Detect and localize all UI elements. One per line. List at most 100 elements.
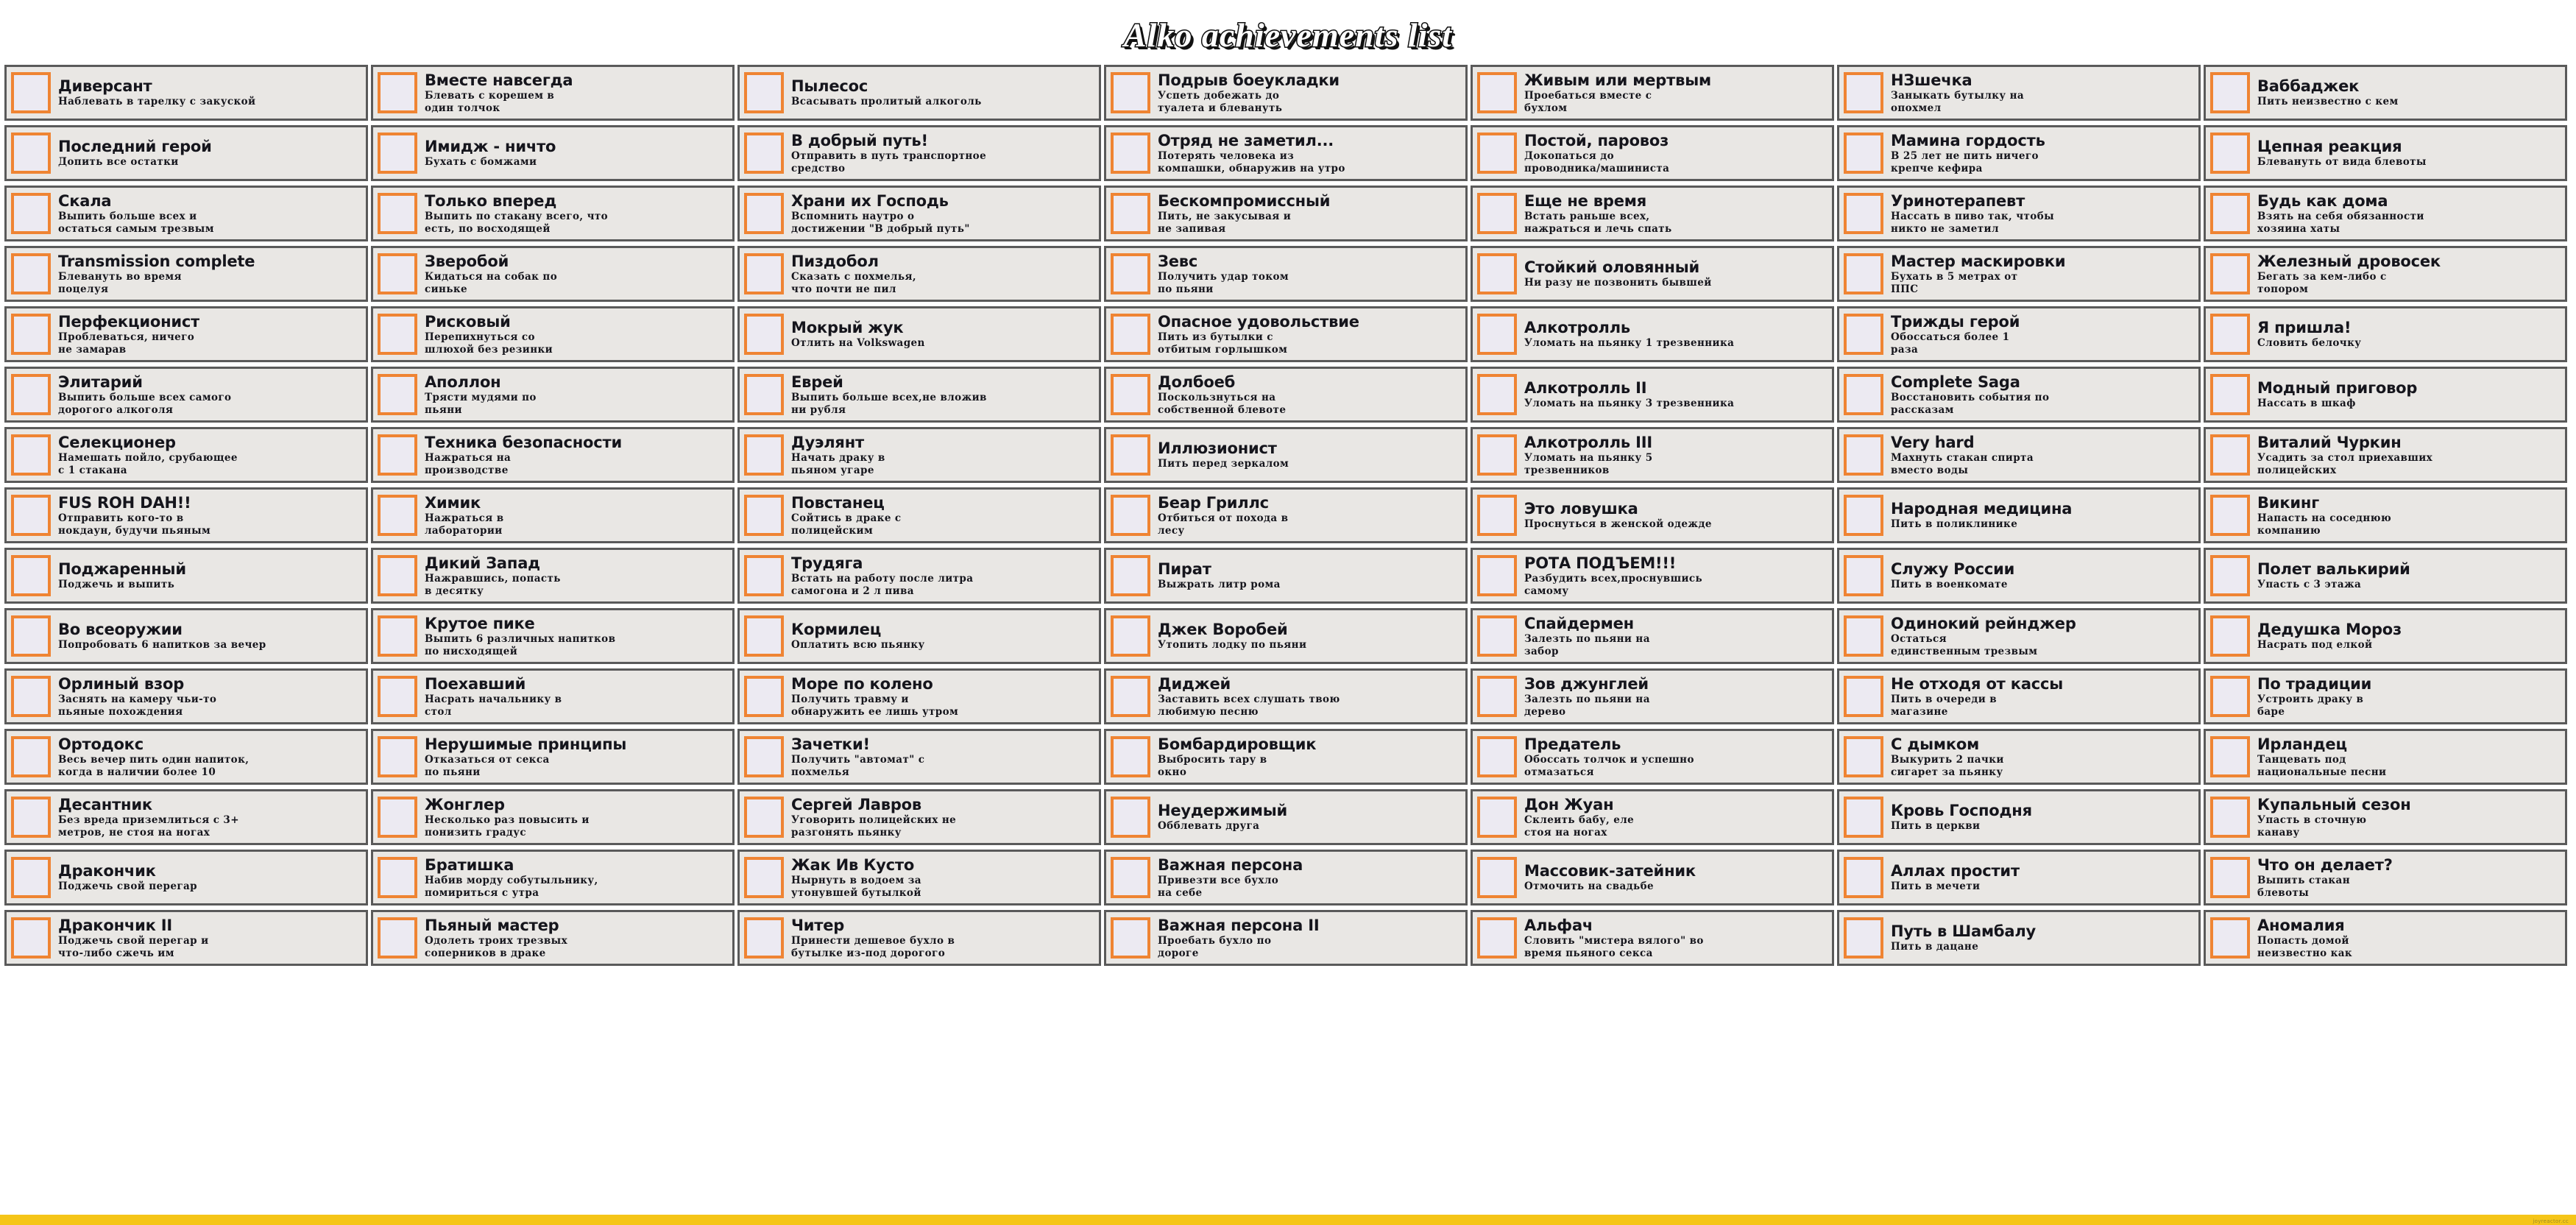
achievement-card[interactable]: Крутое пике Выпить 6 различных напитков п…	[371, 608, 735, 664]
achievement-card[interactable]: Пиздобол Сказать с похмелья, что почти не…	[737, 246, 1101, 302]
achievement-card[interactable]: Это ловушка Проснуться в женской одежде	[1471, 487, 1834, 543]
achievement-card[interactable]: Пылесос Всасывать пролитый алкоголь	[737, 65, 1101, 121]
achievement-card[interactable]: Отряд не заметил... Потерять человека из …	[1104, 125, 1468, 181]
achievement-card[interactable]: Подрыв боеукладки Успеть добежать до туал…	[1104, 65, 1468, 121]
achievement-card[interactable]: Живым или мертвым Проебаться вместе с бух…	[1471, 65, 1834, 121]
achievement-card[interactable]: Повстанец Сойтись в драке с полицейским	[737, 487, 1101, 543]
achievement-card[interactable]: Бомбардировщик Выбросить тару в окно	[1104, 729, 1468, 785]
achievement-card[interactable]: По традиции Устроить драку в баре	[2204, 668, 2567, 724]
achievement-card[interactable]: Диджей Заставить всех слушать твою любиму…	[1104, 668, 1468, 724]
achievement-card[interactable]: Сергей Лавров Уговорить полицейских не ра…	[737, 789, 1101, 845]
achievement-card[interactable]: FUS ROH DAH!! Отправить кого-то в нокдаун…	[4, 487, 368, 543]
achievement-card[interactable]: Техника безопасности Нажраться на произво…	[371, 427, 735, 483]
achievement-card[interactable]: Виталий Чуркин Усадить за стол приехавших…	[2204, 427, 2567, 483]
achievement-card[interactable]: Иллюзионист Пить перед зеркалом	[1104, 427, 1468, 483]
achievement-card[interactable]: Дедушка Мороз Насрать под елкой	[2204, 608, 2567, 664]
achievement-card[interactable]: Опасное удовольствие Пить из бутылки с от…	[1104, 306, 1468, 362]
achievement-card[interactable]: Викинг Напасть на соседнюю компанию	[2204, 487, 2567, 543]
achievement-card[interactable]: Трудяга Встать на работу после литра само…	[737, 548, 1101, 604]
achievement-card[interactable]: Ирландец Танцевать под национальные песни	[2204, 729, 2567, 785]
achievement-card[interactable]: Селекционер Намешать пойло, срубающее с 1…	[4, 427, 368, 483]
achievement-card[interactable]: Зверобой Кидаться на собак по синьке	[371, 246, 735, 302]
achievement-card[interactable]: Зевс Получить удар током по пьяни	[1104, 246, 1468, 302]
achievement-card[interactable]: Трижды герой Обоссаться более 1 раза	[1837, 306, 2201, 362]
achievement-card[interactable]: Ортодокс Весь вечер пить один напиток, ко…	[4, 729, 368, 785]
achievement-card[interactable]: Я пришла! Словить белочку	[2204, 306, 2567, 362]
achievement-card[interactable]: Алкотролль Уломать на пьянку 1 трезвенник…	[1471, 306, 1834, 362]
achievement-card[interactable]: Элитарий Выпить больше всех самого дорого…	[4, 367, 368, 423]
achievement-card[interactable]: Жонглер Несколько раз повысить и понизить…	[371, 789, 735, 845]
achievement-card[interactable]: Кровь Господня Пить в церкви	[1837, 789, 2201, 845]
achievement-card[interactable]: Дракончик II Поджечь свой перегар и что-л…	[4, 910, 368, 966]
achievement-card[interactable]: Джек Воробей Утопить лодку по пьяни	[1104, 608, 1468, 664]
achievement-card[interactable]: Поехавший Насрать начальнику в стол	[371, 668, 735, 724]
achievement-card[interactable]: Имидж - ничто Бухать с бомжами	[371, 125, 735, 181]
achievement-card[interactable]: Дикий Запад Нажравшись, попасть в десятку	[371, 548, 735, 604]
achievement-card[interactable]: Только вперед Выпить по стакану всего, чт…	[371, 186, 735, 241]
achievement-card[interactable]: Дракончик Поджечь свой перегар	[4, 850, 368, 905]
achievement-card[interactable]: Постой, паровоз Докопаться до проводника/…	[1471, 125, 1834, 181]
achievement-card[interactable]: Пьяный мастер Одолеть троих трезвых сопер…	[371, 910, 735, 966]
achievement-card[interactable]: Не отходя от кассы Пить в очереди в магаз…	[1837, 668, 2201, 724]
achievement-card[interactable]: Мастер маскировки Бухать в 5 метрах от ПП…	[1837, 246, 2201, 302]
achievement-card[interactable]: Аномалия Попасть домой неизвестно как	[2204, 910, 2567, 966]
achievement-card[interactable]: Поджаренный Поджечь и выпить	[4, 548, 368, 604]
achievement-card[interactable]: Уринотерапевт Нассать в пиво так, чтобы н…	[1837, 186, 2201, 241]
achievement-card[interactable]: Алкотролль II Уломать на пьянку 3 трезвен…	[1471, 367, 1834, 423]
achievement-card[interactable]: Еще не время Встать раньше всех, нажратьс…	[1471, 186, 1834, 241]
achievement-card[interactable]: Химик Нажраться в лаборатории	[371, 487, 735, 543]
achievement-card[interactable]: Модный приговор Нассать в шкаф	[2204, 367, 2567, 423]
achievement-card[interactable]: Железный дровосек Бегать за кем-либо с то…	[2204, 246, 2567, 302]
achievement-card[interactable]: Very hard Махнуть стакан спирта вместо во…	[1837, 427, 2201, 483]
achievement-card[interactable]: Храни их Господь Вспомнить наутро о дости…	[737, 186, 1101, 241]
achievement-card[interactable]: Перфекционист Проблеваться, ничего не зам…	[4, 306, 368, 362]
achievement-card[interactable]: Будь как дома Взять на себя обязанности х…	[2204, 186, 2567, 241]
achievement-card[interactable]: Скала Выпить больше всех и остаться самым…	[4, 186, 368, 241]
achievement-card[interactable]: Десантник Без вреда приземлиться с 3+ мет…	[4, 789, 368, 845]
achievement-card[interactable]: Спайдермен Залезть по пьяни на забор	[1471, 608, 1834, 664]
achievement-card[interactable]: Путь в Шамбалу Пить в дацане	[1837, 910, 2201, 966]
achievement-card[interactable]: Неудержимый Обблевать друга	[1104, 789, 1468, 845]
achievement-card[interactable]: Полет валькирий Упасть с 3 этажа	[2204, 548, 2567, 604]
achievement-card[interactable]: Мамина гордость В 25 лет не пить ничего к…	[1837, 125, 2201, 181]
achievement-card[interactable]: Диверсант Наблевать в тарелку с закуской	[4, 65, 368, 121]
achievement-card[interactable]: Нерушимые принципы Отказаться от секса по…	[371, 729, 735, 785]
achievement-card[interactable]: Ваббаджек Пить неизвестно с кем	[2204, 65, 2567, 121]
achievement-card[interactable]: Кормилец Оплатить всю пьянку	[737, 608, 1101, 664]
achievement-card[interactable]: Зов джунглей Залезть по пьяни на дерево	[1471, 668, 1834, 724]
achievement-card[interactable]: В добрый путь! Отправить в путь транспорт…	[737, 125, 1101, 181]
achievement-card[interactable]: Служу России Пить в военкомате	[1837, 548, 2201, 604]
achievement-card[interactable]: Еврей Выпить больше всех,не вложив ни руб…	[737, 367, 1101, 423]
achievement-card[interactable]: Аполлон Трясти мудями по пьяни	[371, 367, 735, 423]
achievement-card[interactable]: Бескомпромиссный Пить, не закусывая и не …	[1104, 186, 1468, 241]
achievement-card[interactable]: Дон Жуан Склеить бабу, еле стоя на ногах	[1471, 789, 1834, 845]
achievement-card[interactable]: Беар Гриллс Отбиться от похода в лесу	[1104, 487, 1468, 543]
achievement-card[interactable]: Альфач Словить "мистера вялого" во время …	[1471, 910, 1834, 966]
achievement-card[interactable]: Важная персона Привезти все бухло на себе	[1104, 850, 1468, 905]
achievement-card[interactable]: Дуэлянт Начать драку в пьяном угаре	[737, 427, 1101, 483]
achievement-card[interactable]: Transmission complete Блевануть во время …	[4, 246, 368, 302]
achievement-card[interactable]: С дымком Выкурить 2 пачки сигарет за пьян…	[1837, 729, 2201, 785]
achievement-card[interactable]: Массовик-затейник Отмочить на свадьбе	[1471, 850, 1834, 905]
achievement-card[interactable]: Мокрый жук Отлить на Volkswagen	[737, 306, 1101, 362]
achievement-card[interactable]: Важная персона II Проебать бухло по дорог…	[1104, 910, 1468, 966]
achievement-card[interactable]: Пират Выжрать литр рома	[1104, 548, 1468, 604]
achievement-card[interactable]: Предатель Обоссать толчок и успешно отмаз…	[1471, 729, 1834, 785]
achievement-card[interactable]: Алкотролль III Уломать на пьянку 5 трезве…	[1471, 427, 1834, 483]
achievement-card[interactable]: Жак Ив Кусто Нырнуть в водоем за утонувше…	[737, 850, 1101, 905]
achievement-card[interactable]: Братишка Набив морду собутыльнику, помири…	[371, 850, 735, 905]
achievement-card[interactable]: Читер Принести дешевое бухло в бутылке из…	[737, 910, 1101, 966]
achievement-card[interactable]: Одинокий рейнджер Остаться единственным т…	[1837, 608, 2201, 664]
achievement-card[interactable]: Рисковый Перепихнуться со шлюхой без рези…	[371, 306, 735, 362]
achievement-card[interactable]: Орлиный взор Заснять на камеру чьи-то пья…	[4, 668, 368, 724]
achievement-card[interactable]: Что он делает? Выпить стакан блевоты	[2204, 850, 2567, 905]
achievement-card[interactable]: НЗшечка Заныкать бутылку на опохмел	[1837, 65, 2201, 121]
achievement-card[interactable]: Море по колено Получить травму и обнаружи…	[737, 668, 1101, 724]
achievement-card[interactable]: РОТА ПОДЪЕМ!!! Разбудить всех,проснувшись…	[1471, 548, 1834, 604]
achievement-card[interactable]: Народная медицина Пить в поликлинике	[1837, 487, 2201, 543]
achievement-card[interactable]: Во всеоружии Попробовать 6 напитков за ве…	[4, 608, 368, 664]
achievement-card[interactable]: Вместе навсегда Блевать с корешем в один …	[371, 65, 735, 121]
achievement-card[interactable]: Долбоеб Поскользнуться на собственной бле…	[1104, 367, 1468, 423]
achievement-card[interactable]: Стойкий оловянный Ни разу не позвонить бы…	[1471, 246, 1834, 302]
achievement-card[interactable]: Купальный сезон Упасть в сточную канаву	[2204, 789, 2567, 845]
